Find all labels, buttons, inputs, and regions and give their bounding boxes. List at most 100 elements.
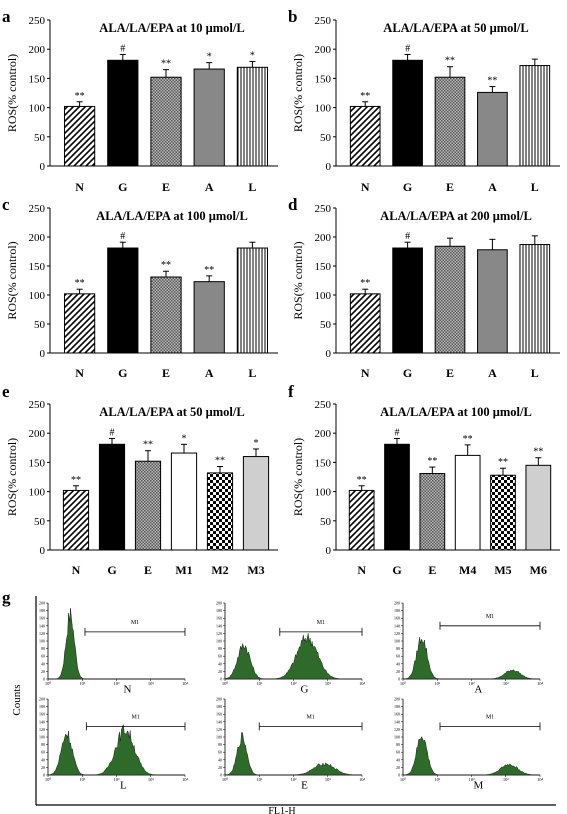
bar-G	[107, 247, 139, 354]
x-tick-label: A	[205, 366, 214, 380]
hist-y-tick-label: 0	[43, 677, 45, 682]
significance-mark: #	[120, 43, 125, 54]
hist-y-tick-label: 100	[216, 735, 222, 740]
x-tick-label: M5	[494, 563, 511, 577]
histogram-G: 0 20 40 60 80 100 120 140 160 180 200 10⁰ 10¹ 10² 10³ 1…	[216, 601, 365, 696]
y-tick-label: 150	[315, 73, 332, 85]
sample-label: L	[120, 780, 127, 792]
bar-chart-f: 0 50 100 150 200 250 ROS(% control) ALA/LA/EPA …	[291, 399, 560, 577]
chart-title: ALA/LA/EPA at 100 μmol/L	[380, 405, 532, 419]
sample-label: N	[123, 684, 131, 696]
hist-y-tick-label: 0	[398, 773, 400, 778]
bar-L	[519, 244, 551, 354]
y-tick-label: 100	[315, 290, 332, 302]
histogram-M: 0 20 40 60 80 100 120 140 160 180 200 10⁰ 10¹ 10² 10³ 1…	[394, 697, 543, 792]
hist-y-tick-label: 80	[218, 742, 222, 747]
y-axis-label: ROS(% control)	[5, 241, 19, 319]
hist-x-tick-label: 10³	[325, 681, 332, 686]
hist-x-tick-label: 10⁰	[222, 681, 229, 686]
hist-x-tick-label: 10⁴	[537, 777, 544, 782]
significance-mark: #	[110, 427, 115, 438]
significance-mark: **	[357, 475, 367, 486]
bar-G	[107, 59, 139, 167]
x-tick-label: A	[488, 366, 497, 380]
y-tick-label: 0	[326, 348, 332, 360]
hist-x-tick-label: 10³	[325, 777, 332, 782]
hist-y-tick-label: 180	[394, 704, 400, 709]
y-tick-label: 250	[29, 203, 46, 215]
significance-mark: **	[161, 59, 171, 70]
hist-y-tick-label: 40	[41, 757, 45, 762]
hist-y-tick-label: 60	[41, 750, 45, 755]
y-tick-label: 250	[29, 399, 46, 411]
hist-y-tick-label: 180	[39, 608, 45, 613]
hist-y-tick-label: 120	[394, 727, 400, 732]
y-tick-label: 250	[315, 399, 332, 411]
significance-mark: **	[360, 278, 370, 289]
hist-y-tick-label: 200	[394, 601, 400, 606]
hist-y-tick-label: 200	[216, 601, 222, 606]
hist-y-tick-label: 80	[41, 646, 45, 651]
bar-G	[384, 443, 410, 551]
bar-L	[236, 247, 269, 354]
hist-x-tick-label: 10¹	[256, 681, 263, 686]
chart-title: ALA/LA/EPA at 200 μmol/L	[380, 209, 532, 223]
y-tick-label: 150	[29, 457, 46, 469]
x-tick-label: G	[403, 366, 412, 380]
hist-x-tick-label: 10²	[291, 681, 298, 686]
y-tick-label: 200	[315, 44, 332, 56]
y-tick-label: 0	[40, 348, 46, 360]
x-tick-label: M2	[211, 563, 228, 577]
hist-y-tick-label: 160	[216, 712, 222, 717]
hist-y-tick-label: 20	[218, 669, 222, 674]
fl1-label: FL1-H	[268, 806, 295, 814]
hist-y-tick-label: 200	[216, 697, 222, 702]
hist-y-tick-label: 120	[39, 631, 45, 636]
x-tick-label: M4	[459, 563, 476, 577]
bar-N	[62, 489, 90, 551]
sample-label: M	[473, 780, 483, 792]
x-tick-label: M1	[175, 563, 192, 577]
chart-title: ALA/LA/EPA at 10 μmol/L	[99, 21, 244, 35]
significance-mark: **	[498, 457, 508, 468]
x-tick-label: N	[361, 366, 370, 380]
significance-mark: **	[204, 265, 214, 276]
hist-y-tick-label: 0	[220, 773, 222, 778]
hist-y-tick-label: 140	[39, 623, 45, 628]
hist-y-tick-label: 160	[39, 616, 45, 621]
histogram-area	[402, 736, 540, 776]
y-tick-label: 100	[315, 487, 332, 499]
hist-x-tick-label: 10¹	[256, 777, 263, 782]
y-tick-label: 50	[34, 319, 46, 331]
significance-mark: *	[250, 50, 255, 61]
significance-mark: **	[75, 278, 85, 289]
panel-letter-d: d	[288, 195, 298, 214]
x-tick-label: N	[75, 180, 84, 194]
y-tick-label: 250	[29, 15, 46, 27]
hist-y-tick-label: 160	[394, 616, 400, 621]
x-tick-label: E	[162, 180, 170, 194]
hist-y-tick-label: 60	[218, 750, 222, 755]
hist-y-tick-label: 120	[216, 631, 222, 636]
hist-y-tick-label: 20	[41, 669, 45, 674]
bar-N	[348, 489, 375, 551]
hist-x-tick-label: 10⁰	[222, 777, 229, 782]
y-axis-label: ROS(% control)	[291, 438, 305, 516]
y-tick-label: 50	[34, 132, 46, 144]
panel-letter-c: c	[2, 195, 10, 214]
hist-x-tick-label: 10⁴	[359, 777, 366, 782]
hist-y-tick-label: 100	[394, 639, 400, 644]
hist-y-tick-label: 60	[396, 750, 400, 755]
hist-y-tick-label: 40	[396, 661, 400, 666]
hist-y-tick-label: 40	[41, 661, 45, 666]
significance-mark: **	[487, 76, 497, 87]
x-tick-label: A	[205, 180, 214, 194]
hist-y-tick-label: 80	[41, 742, 45, 747]
hist-x-tick-label: 10⁰	[45, 777, 52, 782]
y-tick-label: 50	[320, 319, 332, 331]
hist-y-tick-label: 0	[43, 773, 45, 778]
hist-x-tick-label: 10⁴	[182, 777, 189, 782]
chart-title: ALA/LA/EPA at 50 μmol/L	[99, 405, 244, 419]
bar-M4	[454, 454, 481, 551]
